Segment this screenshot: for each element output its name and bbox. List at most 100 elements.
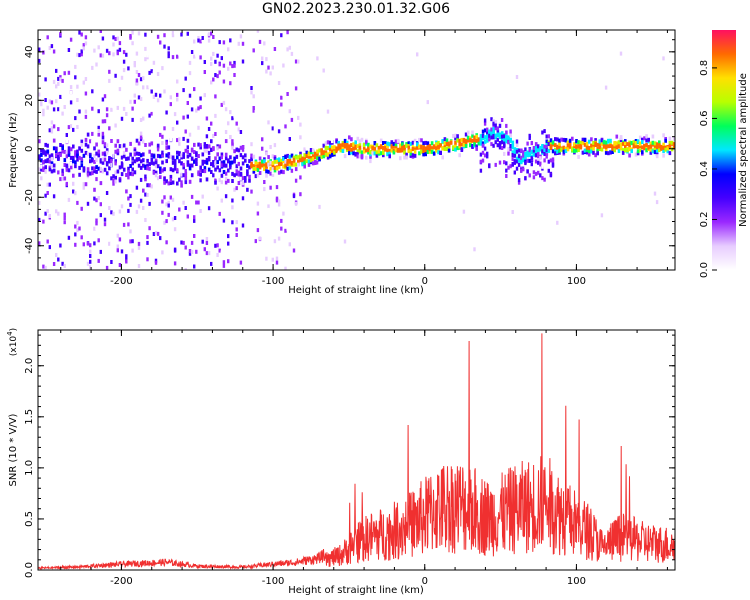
heatmap-cell — [101, 140, 105, 145]
heatmap-cell — [154, 160, 158, 165]
heatmap-cell — [129, 152, 132, 157]
heatmap-cell — [169, 102, 172, 107]
heatmap-cell — [632, 144, 636, 149]
heatmap-cell — [210, 80, 213, 85]
x-tick-label: 0 — [422, 276, 428, 287]
heatmap-cell — [345, 143, 349, 147]
heatmap-cell — [528, 148, 531, 153]
heatmap-cell — [258, 185, 262, 189]
heatmap-cell — [475, 138, 478, 143]
heatmap-cell — [74, 116, 77, 121]
heatmap-cell — [227, 36, 230, 41]
heatmap-cell — [420, 149, 423, 154]
heatmap-cell — [63, 163, 67, 167]
heatmap-cell — [237, 170, 241, 175]
heatmap-cell — [320, 101, 323, 106]
heatmap-cell — [505, 161, 508, 166]
heatmap-cell — [173, 166, 177, 171]
heatmap-cell — [437, 147, 440, 152]
heatmap-cell — [161, 153, 164, 158]
heatmap-cell — [224, 96, 228, 101]
heatmap-cell — [320, 151, 323, 156]
heatmap-cell — [613, 148, 616, 153]
heatmap-cell — [163, 89, 166, 94]
heatmap-cell — [511, 162, 514, 166]
heatmap-cell — [84, 114, 88, 119]
heatmap-cell — [441, 146, 444, 151]
heatmap-cell — [464, 132, 468, 137]
heatmap-cell — [52, 163, 56, 168]
heatmap-cell — [335, 139, 338, 144]
colorbar-tick-label: 0.4 — [699, 161, 710, 177]
heatmap-cell — [89, 249, 92, 254]
heatmap-cell — [101, 157, 105, 162]
heatmap-cell — [515, 159, 519, 164]
heatmap-cell — [284, 163, 287, 168]
heatmap-cell — [318, 204, 321, 209]
heatmap-cell — [156, 164, 160, 169]
heatmap-cell — [80, 52, 83, 57]
heatmap-cell — [218, 248, 221, 253]
heatmap-cell — [592, 150, 595, 155]
heatmap-cell — [182, 88, 185, 93]
heatmap-cell — [229, 163, 232, 168]
heatmap-cell — [345, 140, 349, 145]
heatmap-cell — [103, 222, 107, 227]
heatmap-cell — [159, 175, 162, 180]
heatmap-cell — [112, 35, 115, 40]
heatmap-cell — [280, 169, 283, 174]
heatmap-cell — [103, 119, 107, 124]
heatmap-cell — [524, 163, 527, 168]
heatmap-cell — [218, 211, 221, 216]
heatmap-cell — [224, 163, 228, 168]
heatmap-cell — [80, 32, 83, 37]
heatmap-cell — [252, 154, 256, 159]
heatmap-cell — [534, 142, 538, 147]
heatmap-cell — [235, 164, 239, 169]
heatmap-cell — [579, 140, 583, 145]
heatmap-cell — [261, 137, 264, 142]
heatmap-cell — [176, 54, 179, 59]
heatmap-cell — [176, 150, 179, 155]
heatmap-cell — [628, 142, 631, 147]
heatmap-cell — [129, 239, 132, 244]
snr-y-ticks: 0.00.51.01.52.0 — [24, 334, 675, 578]
heatmap-cell — [114, 161, 117, 166]
heatmap-cell — [103, 94, 107, 99]
heatmap-cell — [624, 148, 627, 152]
heatmap-cell — [105, 171, 109, 176]
heatmap-cell — [63, 264, 66, 268]
heatmap-cell — [246, 169, 249, 174]
heatmap-cell — [218, 156, 222, 161]
heatmap-cell — [456, 138, 459, 143]
heatmap-cell — [199, 55, 202, 60]
heatmap-cell — [82, 153, 86, 158]
heatmap-cell — [146, 183, 149, 188]
heatmap-cell — [159, 93, 162, 98]
heatmap-cell — [365, 140, 368, 145]
heatmap-cell — [596, 151, 599, 156]
heatmap-cell — [118, 165, 122, 170]
heatmap-cell — [348, 151, 351, 156]
heatmap-cell — [216, 243, 219, 248]
heatmap-cell — [244, 176, 247, 180]
heatmap-cell — [573, 142, 576, 147]
heatmap-cell — [95, 221, 98, 226]
heatmap-cell — [277, 202, 281, 207]
heatmap-cell — [311, 161, 315, 166]
heatmap-cell — [152, 111, 156, 116]
heatmap-cell — [52, 49, 56, 54]
heatmap-cell — [607, 144, 610, 149]
heatmap-cell — [139, 97, 143, 101]
heatmap-cell — [95, 226, 98, 231]
heatmap-cell — [581, 150, 585, 155]
heatmap-cell — [190, 50, 194, 54]
heatmap-cell — [137, 264, 141, 268]
heatmap-cell — [105, 148, 109, 153]
heatmap-cell — [513, 153, 516, 158]
heatmap-cell — [84, 214, 88, 219]
heatmap-cell — [80, 235, 83, 240]
heatmap-cell — [233, 113, 236, 118]
heatmap-cell — [205, 241, 209, 245]
